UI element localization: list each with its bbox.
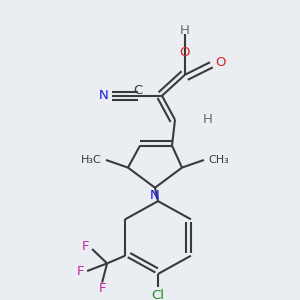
- Text: F: F: [98, 282, 106, 295]
- Text: N: N: [98, 89, 108, 102]
- Text: Cl: Cl: [152, 289, 164, 300]
- Text: H: H: [180, 24, 190, 37]
- Text: H₃C: H₃C: [81, 155, 102, 165]
- Text: N: N: [150, 189, 160, 202]
- Text: C: C: [134, 83, 142, 97]
- Text: F: F: [82, 240, 89, 253]
- Text: O: O: [180, 46, 190, 59]
- Text: O: O: [215, 56, 226, 69]
- Text: CH₃: CH₃: [208, 155, 229, 165]
- Text: H: H: [203, 113, 213, 126]
- Text: F: F: [76, 265, 84, 278]
